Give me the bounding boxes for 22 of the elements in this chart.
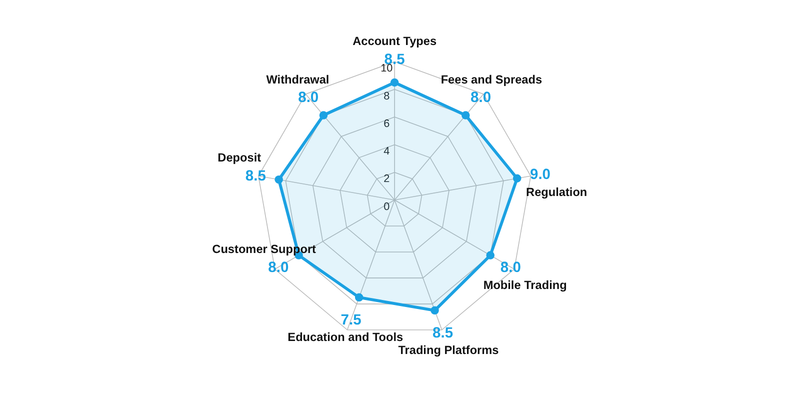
spoke-label: Mobile Trading	[483, 278, 567, 292]
y-tick-label: 0	[384, 200, 390, 213]
data-label: 8.5	[245, 168, 266, 184]
y-tick-label: 4	[384, 146, 390, 158]
data-label: 7.5	[340, 312, 362, 328]
data-label: 8.0	[298, 90, 319, 106]
y-tick-label: 6	[384, 118, 390, 130]
y-tick-label: 8	[384, 90, 390, 102]
spoke-label: Trading Platforms	[398, 343, 500, 358]
spoke-label: Deposit	[218, 150, 262, 165]
data-label: 8.0	[268, 260, 289, 276]
spoke-label: Education and Tools	[288, 330, 404, 344]
y-tick-label: 10	[380, 62, 393, 75]
spoke-label: Account Types	[352, 34, 437, 48]
y-tick-label: 2	[384, 173, 390, 186]
data-label: 8.5	[432, 325, 454, 342]
spoke-label: Regulation	[526, 185, 588, 200]
spoke-label: Withdrawal	[266, 72, 330, 86]
spoke-label: Fees and Spreads	[440, 72, 542, 86]
data-label: 8.0	[500, 260, 521, 276]
data-label: 9.0	[530, 167, 551, 184]
data-label: 8.0	[470, 90, 492, 106]
